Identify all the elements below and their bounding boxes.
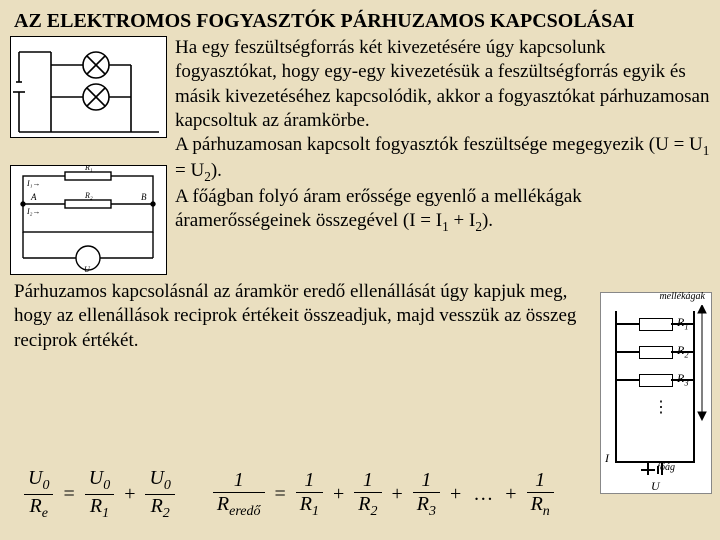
plus-op3: +: [386, 483, 409, 506]
main-paragraph-indented: Ha egy feszültségforrás két kivezetésére…: [175, 36, 710, 235]
ellipsis-vertical: ⋮: [653, 397, 669, 417]
dots-op: …: [471, 483, 495, 506]
para1b3: ).: [211, 160, 222, 181]
para1c: A főágban folyó áram erőssége egyenlő a …: [175, 186, 582, 231]
sub-i1: 1: [442, 219, 449, 234]
page-title: AZ ELEKTROMOS FOGYASZTÓK PÁRHUZAMOS KAPC…: [14, 10, 710, 33]
formula-row: U0 Re = U0 R1 + U0 R2 1 Reredő = 1 R1: [24, 467, 554, 522]
frac-1-r1: 1 R1: [296, 469, 323, 520]
diagram2-svg: A B R₁ R₂ U I₁→ I₂→: [11, 166, 166, 274]
diagram1-svg: [11, 37, 166, 137]
frac-1-reredo: 1 Reredő: [213, 469, 265, 520]
label-mellekagak: mellékágak: [659, 291, 705, 302]
frac-1-r3: 1 R3: [413, 469, 440, 520]
main-paragraph-wide: Párhuzamos kapcsolásnál az áramkör eredő…: [14, 280, 610, 353]
formula-voltage: U0 Re = U0 R1 + U0 R2: [24, 467, 175, 522]
sub-i2: 2: [475, 219, 482, 234]
branch-arrows-icon: [695, 305, 709, 425]
circuit-diagram-parallel-branches: mellékágak R1 R2 R3 ⋮ I U főág: [600, 292, 712, 494]
label-U: U: [651, 479, 660, 494]
para1a: Ha egy feszültségforrás két kivezetésére…: [175, 37, 709, 131]
svg-text:B: B: [141, 192, 147, 202]
label-I: I: [605, 451, 609, 466]
sub-u1: 1: [703, 143, 710, 158]
plus-op4: +: [444, 483, 467, 506]
frac-1-r2: 1 R2: [354, 469, 381, 520]
frac-u0-r2: U0 R2: [145, 467, 174, 522]
para1c2: + I: [449, 210, 476, 231]
sub-u2: 2: [204, 169, 211, 184]
svg-text:I₁→: I₁→: [26, 179, 40, 188]
para1b: A párhuzamosan kapcsolt fogyasztók feszü…: [175, 134, 703, 155]
para1b2: = U: [175, 160, 204, 181]
label-foag: főág: [657, 462, 675, 473]
plus-op5: +: [499, 483, 522, 506]
plus-op: +: [118, 483, 141, 506]
frac-u0-re: U0 Re: [24, 467, 53, 522]
circuit-diagram-lamps: [10, 36, 167, 138]
eq-op: =: [57, 483, 80, 506]
svg-text:R₂: R₂: [84, 191, 93, 200]
circuit-diagram-resistors: A B R₁ R₂ U I₁→ I₂→: [10, 165, 167, 275]
frac-1-rn: 1 Rn: [527, 469, 554, 520]
svg-text:I₂→: I₂→: [26, 207, 40, 216]
formula-reciprocal: 1 Reredő = 1 R1 + 1 R2 + 1 R3 + … + 1: [213, 469, 554, 520]
svg-text:A: A: [30, 192, 37, 202]
svg-text:R₁: R₁: [84, 166, 93, 172]
eq-op2: =: [269, 483, 292, 506]
frac-u0-r1: U0 R1: [85, 467, 114, 522]
plus-op2: +: [327, 483, 350, 506]
para1c3: ).: [482, 210, 493, 231]
